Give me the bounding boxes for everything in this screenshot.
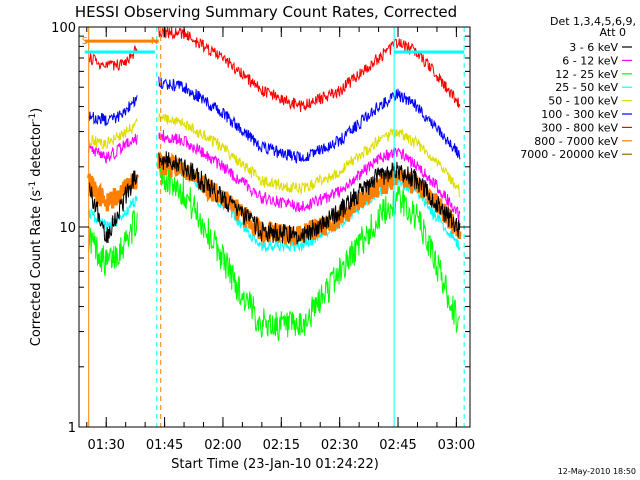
y-axis-label: Corrected Count Rate (s-1 detector-1)	[28, 108, 44, 346]
x-axis-label: Start Time (23-Jan-10 01:24:22)	[171, 457, 379, 472]
legend-header: Det 1,3,4,5,6,9,	[550, 15, 636, 28]
x-tick-label: 01:30	[87, 438, 124, 453]
legend-label: 25 - 50 keV	[555, 81, 618, 94]
chart-title: HESSI Observing Summary Count Rates, Cor…	[75, 3, 457, 21]
y-tick-label: 100	[51, 21, 76, 36]
legend-label: 7000 - 20000 keV	[520, 148, 618, 161]
x-tick-label: 02:45	[379, 438, 416, 453]
x-tick-label: 03:00	[438, 438, 475, 453]
y-tick-label: 10	[59, 221, 76, 236]
legend-label: 800 - 7000 keV	[534, 135, 618, 148]
legend-label: 6 - 12 keV	[562, 54, 618, 67]
series-line-2	[88, 157, 461, 342]
legend-header-att: Att 0	[600, 26, 626, 39]
x-tick-label: 02:30	[321, 438, 358, 453]
series-line-4	[88, 112, 461, 198]
y-tick-label: 1	[68, 421, 76, 436]
legend-label: 100 - 300 keV	[541, 108, 618, 121]
legend-label: 3 - 6 keV	[569, 41, 618, 54]
legend-label: 300 - 800 keV	[541, 121, 618, 134]
series-line-1	[88, 129, 461, 220]
x-tick-label: 01:45	[146, 438, 183, 453]
axis-layer: 1 10 100 01:30 01:45 02:00 02:15 02:30 02:45 03:0…	[51, 21, 475, 453]
series-line-6	[88, 26, 461, 113]
series-line-5	[88, 76, 461, 164]
legend-label: 12 - 25 keV	[555, 68, 618, 81]
x-tick-label: 02:15	[263, 438, 300, 453]
series-layer	[87, 26, 462, 342]
x-tick-label: 02:00	[204, 438, 241, 453]
series-line-0	[88, 151, 461, 245]
legend-label: 50 - 100 keV	[548, 95, 618, 108]
footer-timestamp: 12-May-2010 18:50	[558, 467, 636, 476]
